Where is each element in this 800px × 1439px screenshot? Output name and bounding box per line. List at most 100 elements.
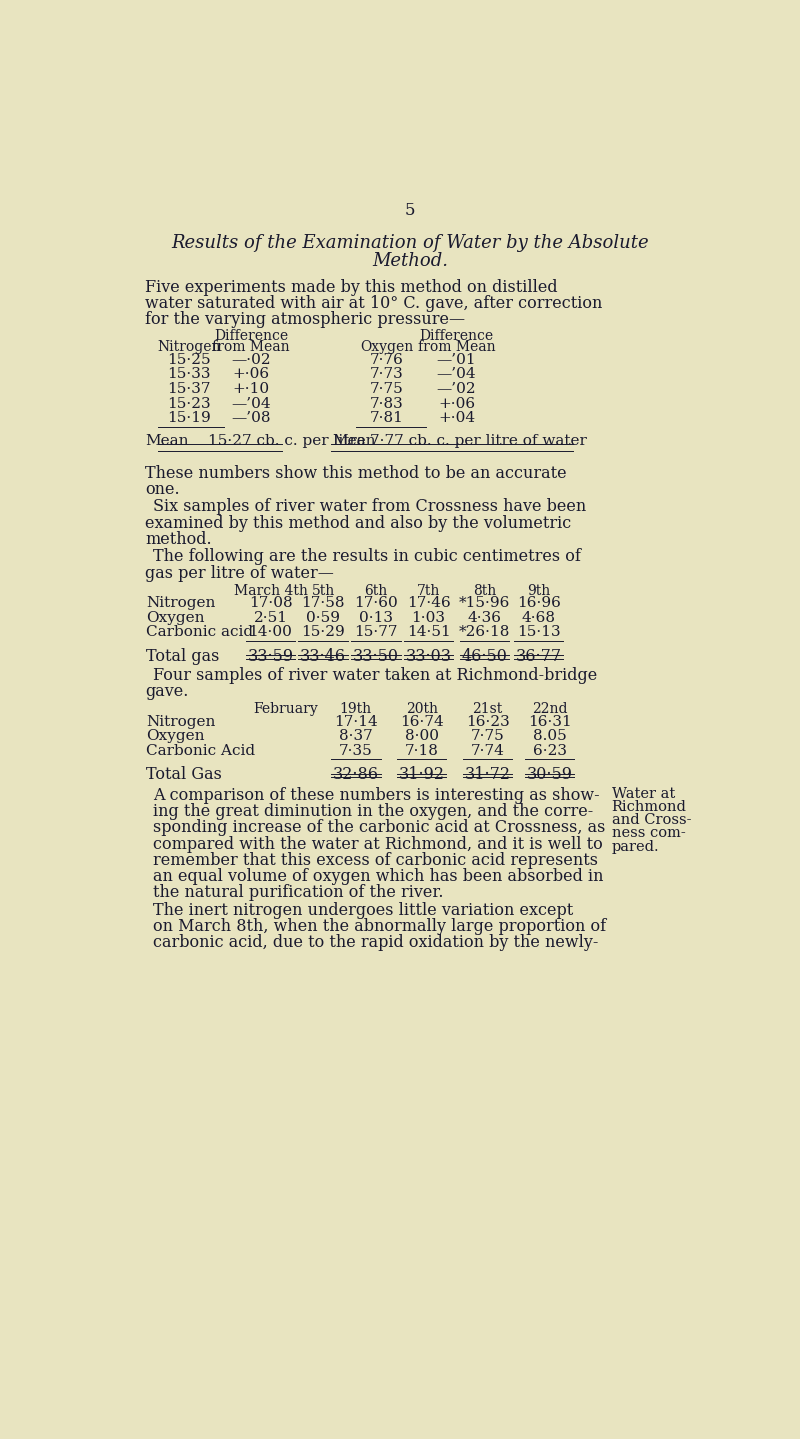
Text: —’04: —’04 bbox=[437, 367, 476, 381]
Text: The inert nitrogen undergoes little variation except: The inert nitrogen undergoes little vari… bbox=[153, 902, 573, 920]
Text: from Mean: from Mean bbox=[418, 340, 495, 354]
Text: Carbonic acid: Carbonic acid bbox=[146, 626, 254, 639]
Text: Water at: Water at bbox=[611, 787, 674, 802]
Text: pared.: pared. bbox=[611, 839, 659, 853]
Text: ing the great diminution in the oxygen, and the corre-: ing the great diminution in the oxygen, … bbox=[153, 803, 593, 820]
Text: one.: one. bbox=[145, 481, 179, 498]
Text: Total gas: Total gas bbox=[146, 648, 220, 665]
Text: 15·19: 15·19 bbox=[167, 412, 211, 426]
Text: 8·37: 8·37 bbox=[339, 730, 373, 744]
Text: 8.05: 8.05 bbox=[533, 730, 566, 744]
Text: 7·75: 7·75 bbox=[470, 730, 504, 744]
Text: 17·46: 17·46 bbox=[406, 596, 450, 610]
Text: remember that this excess of carbonic acid represents: remember that this excess of carbonic ac… bbox=[153, 852, 598, 869]
Text: —’02: —’02 bbox=[437, 383, 476, 396]
Text: 5: 5 bbox=[405, 201, 415, 219]
Text: 30·59: 30·59 bbox=[526, 767, 573, 783]
Text: +·10: +·10 bbox=[233, 383, 270, 396]
Text: Oxygen: Oxygen bbox=[146, 610, 205, 625]
Text: 16·96: 16·96 bbox=[517, 596, 561, 610]
Text: February: February bbox=[254, 702, 318, 717]
Text: Five experiments made by this method on distilled: Five experiments made by this method on … bbox=[145, 279, 558, 296]
Text: 31·72: 31·72 bbox=[465, 767, 510, 783]
Text: A comparison of these numbers is interesting as show-: A comparison of these numbers is interes… bbox=[153, 787, 599, 804]
Text: 7·74: 7·74 bbox=[470, 744, 505, 758]
Text: 2·51: 2·51 bbox=[254, 610, 287, 625]
Text: examined by this method and also by the volumetric: examined by this method and also by the … bbox=[145, 515, 571, 531]
Text: —’04: —’04 bbox=[231, 397, 271, 410]
Text: March 4th: March 4th bbox=[234, 584, 307, 597]
Text: 8th: 8th bbox=[473, 584, 496, 597]
Text: 7·81: 7·81 bbox=[370, 412, 404, 426]
Text: 0·59: 0·59 bbox=[306, 610, 340, 625]
Text: The following are the results in cubic centimetres of: The following are the results in cubic c… bbox=[153, 548, 581, 566]
Text: 15·23: 15·23 bbox=[167, 397, 211, 410]
Text: 7·83: 7·83 bbox=[370, 397, 404, 410]
Text: 15·29: 15·29 bbox=[302, 626, 345, 639]
Text: 4·36: 4·36 bbox=[467, 610, 502, 625]
Text: Method.: Method. bbox=[372, 252, 448, 271]
Text: 36·77: 36·77 bbox=[515, 648, 562, 665]
Text: 15·27 cb. c. per litre: 15·27 cb. c. per litre bbox=[209, 433, 366, 448]
Text: 15·33: 15·33 bbox=[167, 367, 211, 381]
Text: for the varying atmospheric pressure—: for the varying atmospheric pressure— bbox=[145, 311, 465, 328]
Text: *26·18: *26·18 bbox=[458, 626, 510, 639]
Text: the natural purification of the river.: the natural purification of the river. bbox=[153, 884, 443, 901]
Text: 15·13: 15·13 bbox=[517, 626, 561, 639]
Text: Nitrogen: Nitrogen bbox=[146, 596, 216, 610]
Text: 17·60: 17·60 bbox=[354, 596, 398, 610]
Text: 15·77: 15·77 bbox=[354, 626, 398, 639]
Text: —’08: —’08 bbox=[231, 412, 271, 426]
Text: Mean: Mean bbox=[145, 433, 189, 448]
Text: 5th: 5th bbox=[311, 584, 335, 597]
Text: 14·00: 14·00 bbox=[249, 626, 293, 639]
Text: —·02: —·02 bbox=[231, 353, 271, 367]
Text: Carbonic Acid: Carbonic Acid bbox=[146, 744, 256, 758]
Text: gas per litre of water—: gas per litre of water— bbox=[145, 564, 334, 581]
Text: Four samples of river water taken at Richmond-bridge: Four samples of river water taken at Ric… bbox=[153, 668, 597, 684]
Text: ness com-: ness com- bbox=[611, 826, 686, 840]
Text: 7·75: 7·75 bbox=[370, 383, 404, 396]
Text: 17·08: 17·08 bbox=[249, 596, 292, 610]
Text: Richmond: Richmond bbox=[611, 800, 686, 814]
Text: 32·86: 32·86 bbox=[333, 767, 378, 783]
Text: Oxygen: Oxygen bbox=[146, 730, 205, 744]
Text: +·06: +·06 bbox=[233, 367, 270, 381]
Text: 33·59: 33·59 bbox=[247, 648, 294, 665]
Text: Difference: Difference bbox=[214, 330, 288, 342]
Text: compared with the water at Richmond, and it is well to: compared with the water at Richmond, and… bbox=[153, 836, 602, 853]
Text: method.: method. bbox=[145, 531, 211, 548]
Text: 20th: 20th bbox=[406, 702, 438, 717]
Text: 7·76: 7·76 bbox=[370, 353, 404, 367]
Text: —’01: —’01 bbox=[437, 353, 476, 367]
Text: 7·77 cb. c. per litre of water: 7·77 cb. c. per litre of water bbox=[370, 433, 586, 448]
Text: 7th: 7th bbox=[417, 584, 440, 597]
Text: 6th: 6th bbox=[364, 584, 387, 597]
Text: 33·50: 33·50 bbox=[353, 648, 399, 665]
Text: 21st: 21st bbox=[472, 702, 502, 717]
Text: +·06: +·06 bbox=[438, 397, 475, 410]
Text: 31·92: 31·92 bbox=[398, 767, 445, 783]
Text: Total Gas: Total Gas bbox=[146, 767, 222, 783]
Text: 19th: 19th bbox=[340, 702, 372, 717]
Text: 17·58: 17·58 bbox=[302, 596, 345, 610]
Text: 46·50: 46·50 bbox=[462, 648, 507, 665]
Text: carbonic acid, due to the rapid oxidation by the newly-: carbonic acid, due to the rapid oxidatio… bbox=[153, 934, 598, 951]
Text: 15·37: 15·37 bbox=[167, 383, 211, 396]
Text: 14·51: 14·51 bbox=[406, 626, 450, 639]
Text: 16·23: 16·23 bbox=[466, 715, 510, 728]
Text: +·04: +·04 bbox=[438, 412, 475, 426]
Text: *15·96: *15·96 bbox=[458, 596, 510, 610]
Text: Nitrogen: Nitrogen bbox=[158, 340, 221, 354]
Text: 1·03: 1·03 bbox=[412, 610, 446, 625]
Text: 16·31: 16·31 bbox=[528, 715, 571, 728]
Text: gave.: gave. bbox=[145, 684, 188, 701]
Text: 16·74: 16·74 bbox=[400, 715, 443, 728]
Text: 33·03: 33·03 bbox=[406, 648, 451, 665]
Text: 4·68: 4·68 bbox=[522, 610, 556, 625]
Text: 7·18: 7·18 bbox=[405, 744, 438, 758]
Text: from Mean: from Mean bbox=[212, 340, 290, 354]
Text: sponding increase of the carbonic acid at Crossness, as: sponding increase of the carbonic acid a… bbox=[153, 819, 605, 836]
Text: 15·25: 15·25 bbox=[167, 353, 211, 367]
Text: on March 8th, when the abnormally large proportion of: on March 8th, when the abnormally large … bbox=[153, 918, 606, 935]
